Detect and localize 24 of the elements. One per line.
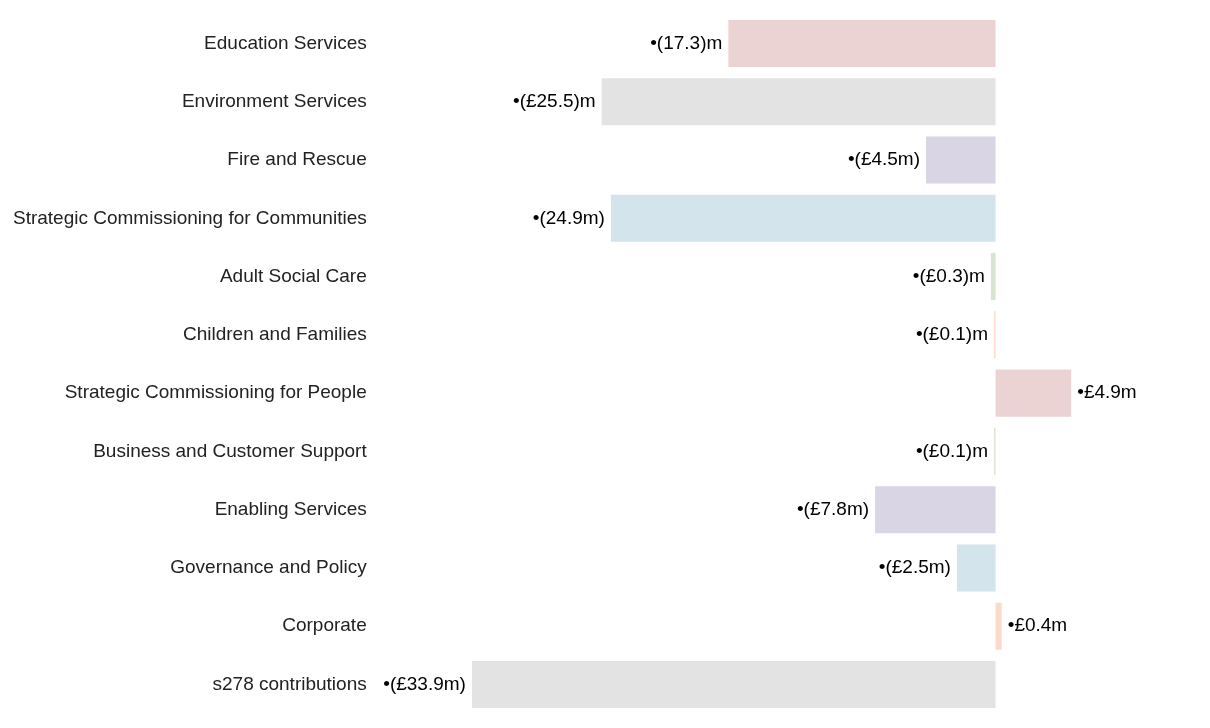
data-label: •(£0.1)m	[915, 439, 988, 461]
y-tick-label: Children and Families	[182, 323, 367, 345]
data-label: •(£2.5m)	[878, 556, 951, 578]
y-tick-label: Strategic Commissioning for People	[64, 381, 367, 403]
y-tick-label: Fire and Rescue	[227, 148, 367, 170]
y-tick-label: Education Services	[204, 31, 367, 53]
data-label: •(17.3)m	[650, 31, 723, 53]
y-tick-label: Business and Customer Support	[93, 439, 368, 461]
data-label: •£4.9m	[1077, 381, 1137, 403]
y-tick-label: Governance and Policy	[170, 556, 368, 578]
data-label: •(£0.1)m	[915, 323, 988, 345]
data-label: •(£25.5)m	[513, 90, 596, 112]
y-tick-label: s278 contributions	[212, 672, 367, 694]
y-tick-label: Enabling Services	[214, 497, 367, 519]
data-label: •(24.9m)	[532, 206, 605, 228]
data-label: •(£0.3)m	[912, 264, 985, 286]
y-tick-label: Adult Social Care	[219, 264, 367, 286]
y-tick-label: Environment Services	[181, 90, 367, 112]
y-tick-label: Corporate	[282, 614, 367, 636]
y-tick-label: Strategic Commissioning for Communities	[12, 206, 367, 228]
data-label: •(£7.8m)	[796, 497, 870, 519]
data-label: •£0.4m	[1007, 614, 1068, 636]
data-label: •(£33.9m)	[383, 672, 466, 694]
data-label: •(£4.5m)	[847, 148, 921, 170]
